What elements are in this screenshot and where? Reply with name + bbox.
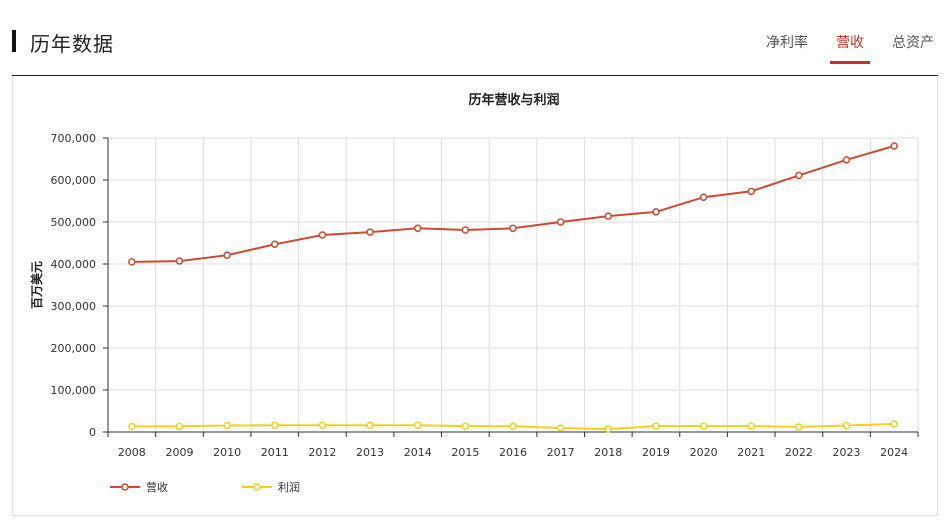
legend-item-profit[interactable]: 利润 [242, 480, 300, 494]
x-tick-label: 2014 [404, 446, 432, 459]
tab-net-margin[interactable]: 净利率 [766, 35, 808, 51]
data-point-profit [556, 424, 565, 432]
x-tick-label: 2011 [261, 446, 289, 459]
x-tick-label: 2013 [356, 446, 384, 459]
y-tick-label: 300,000 [51, 300, 97, 313]
data-point-revenue [461, 226, 470, 234]
data-point-profit [175, 422, 184, 431]
data-point-revenue [604, 212, 613, 220]
y-axis-label: 百万美元 [29, 261, 44, 309]
x-tick-label: 2018 [594, 446, 622, 459]
data-point-revenue [747, 187, 755, 196]
data-point-profit [366, 421, 374, 430]
data-point-revenue [366, 228, 374, 236]
page-header: 历年数据 净利率 营收 总资产 [0, 0, 950, 78]
x-tick-label: 2010 [213, 446, 241, 459]
data-point-profit [128, 422, 136, 431]
y-tick-label: 100,000 [51, 384, 97, 397]
series-line-revenue [131, 145, 895, 263]
x-tick-label: 2012 [308, 446, 336, 459]
data-point-profit [413, 421, 422, 430]
x-tick-label: 2023 [833, 446, 861, 459]
tab-total-assets[interactable]: 总资产 [892, 35, 934, 51]
y-tick-label: 600,000 [51, 174, 97, 187]
data-point-profit [271, 421, 279, 430]
x-tick-label: 2021 [737, 446, 765, 459]
data-point-profit [747, 422, 755, 430]
data-point-profit [461, 422, 470, 430]
x-tick-label: 2020 [690, 446, 718, 459]
data-point-revenue [842, 156, 851, 164]
metric-tabs: 净利率 营收 总资产 [738, 32, 934, 64]
data-point-revenue [175, 257, 184, 265]
data-point-revenue [890, 142, 898, 150]
data-point-revenue [223, 251, 231, 259]
data-point-revenue [699, 193, 708, 201]
data-point-profit [652, 422, 660, 430]
header-divider [12, 75, 938, 76]
y-tick-label: 200,000 [51, 342, 97, 355]
y-tick-label: 0 [89, 426, 96, 439]
data-point-revenue [271, 240, 279, 249]
data-point-profit [795, 423, 803, 431]
chart-panel [12, 76, 938, 516]
title-accent-bar [12, 30, 16, 52]
data-point-profit [223, 421, 231, 430]
data-point-profit [318, 421, 327, 430]
x-tick-label: 2019 [642, 446, 670, 459]
data-point-revenue [318, 231, 327, 239]
legend-profit-label: 利润 [278, 480, 300, 494]
x-tick-label: 2024 [880, 446, 908, 459]
page-title: 历年数据 [30, 32, 114, 56]
y-tick-label: 400,000 [51, 258, 97, 271]
x-tick-label: 2009 [165, 446, 193, 459]
legend-item-revenue[interactable]: 营收 [110, 480, 168, 494]
data-point-revenue [652, 208, 660, 216]
chart-title: 历年营收与利润 [468, 92, 559, 108]
x-tick-label: 2016 [499, 446, 527, 459]
tab-revenue[interactable]: 营收 [830, 32, 870, 64]
data-point-revenue [128, 258, 136, 266]
legend-revenue-label: 营收 [146, 480, 168, 494]
y-tick-label: 700,000 [51, 132, 97, 145]
data-point-profit [509, 422, 517, 431]
data-point-profit [890, 420, 898, 428]
x-tick-label: 2017 [547, 446, 575, 459]
data-point-revenue [413, 224, 422, 233]
y-tick-label: 500,000 [51, 216, 97, 229]
x-tick-label: 2008 [118, 446, 146, 459]
legend-profit-marker [253, 483, 261, 491]
data-point-revenue [795, 171, 803, 180]
x-tick-label: 2015 [451, 446, 479, 459]
data-point-profit [699, 422, 708, 430]
x-tick-label: 2022 [785, 446, 813, 459]
legend-revenue-marker [121, 483, 129, 491]
data-point-profit [604, 425, 613, 433]
data-point-profit [842, 421, 851, 430]
data-point-revenue [556, 218, 565, 226]
data-point-revenue [509, 224, 517, 233]
